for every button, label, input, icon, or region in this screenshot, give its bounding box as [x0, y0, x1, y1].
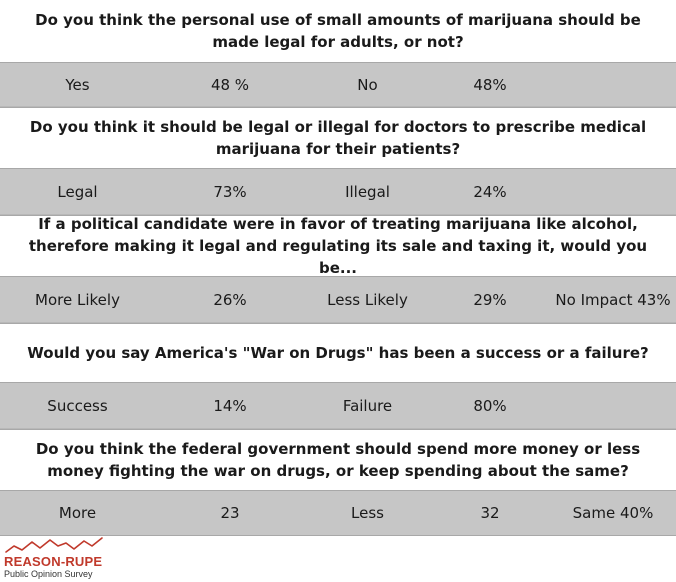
question-1: Do you think the personal use of small a… — [35, 11, 641, 51]
reason-rupe-logo: REASON-RUPE Public Opinion Survey — [4, 536, 144, 580]
answer-3-extra: No Impact 43% — [555, 291, 671, 309]
question-4: Would you say America's "War on Drugs" h… — [0, 322, 676, 382]
logo-subtitle: Public Opinion Survey — [4, 569, 93, 579]
answer-4-value-b: 80% — [473, 397, 507, 415]
answer-row-4: Success 14% Failure 80% — [0, 382, 676, 430]
answer-row-5: More 23 Less 32 Same 40% — [0, 490, 676, 536]
answer-5-extra: Same 40% — [572, 504, 654, 522]
answer-4-extra — [550, 383, 676, 429]
answer-5-label-b: Less — [351, 504, 384, 522]
answer-4-value-a: 14% — [213, 397, 247, 415]
answer-4-label-a: Success — [47, 397, 108, 415]
answer-2-extra — [550, 169, 676, 215]
answer-5-value-b: 32 — [480, 504, 500, 522]
answer-row-2: Legal 73% Illegal 24% — [0, 168, 676, 216]
answer-1-value-a: 48 % — [210, 76, 250, 94]
answer-row-1: Yes 48 % No 48% — [0, 62, 676, 108]
answer-3-label-b: Less Likely — [327, 291, 408, 309]
answer-2-value-b: 24% — [473, 183, 507, 201]
question-3: If a political candidate were in favor o… — [0, 214, 676, 277]
answer-5-label-a: More — [58, 504, 97, 522]
answer-3-label-a: More Likely — [35, 291, 120, 309]
answer-4-label-b: Failure — [342, 397, 393, 415]
answer-1-extra — [550, 63, 676, 107]
answer-2-value-a: 73% — [213, 183, 247, 201]
answer-1-label-a: Yes — [65, 76, 90, 94]
answer-row-3: More Likely 26% Less Likely 29% No Impac… — [0, 276, 676, 324]
answer-3-value-a: 26% — [213, 291, 247, 309]
answer-2-label-b: Illegal — [345, 183, 390, 201]
question-5: Do you think the federal government shou… — [0, 428, 676, 490]
zigzag-line-icon — [5, 537, 103, 553]
answer-5-value-a: 23 — [220, 504, 240, 522]
answer-2-label-a: Legal — [57, 183, 98, 201]
answer-3-value-b: 29% — [473, 291, 507, 309]
question-2: Do you think it should be legal or illeg… — [0, 106, 676, 168]
answer-1-label-b: No — [357, 76, 378, 94]
answer-1-value-b: 48% — [473, 76, 507, 94]
logo-name: REASON-RUPE — [4, 554, 103, 569]
